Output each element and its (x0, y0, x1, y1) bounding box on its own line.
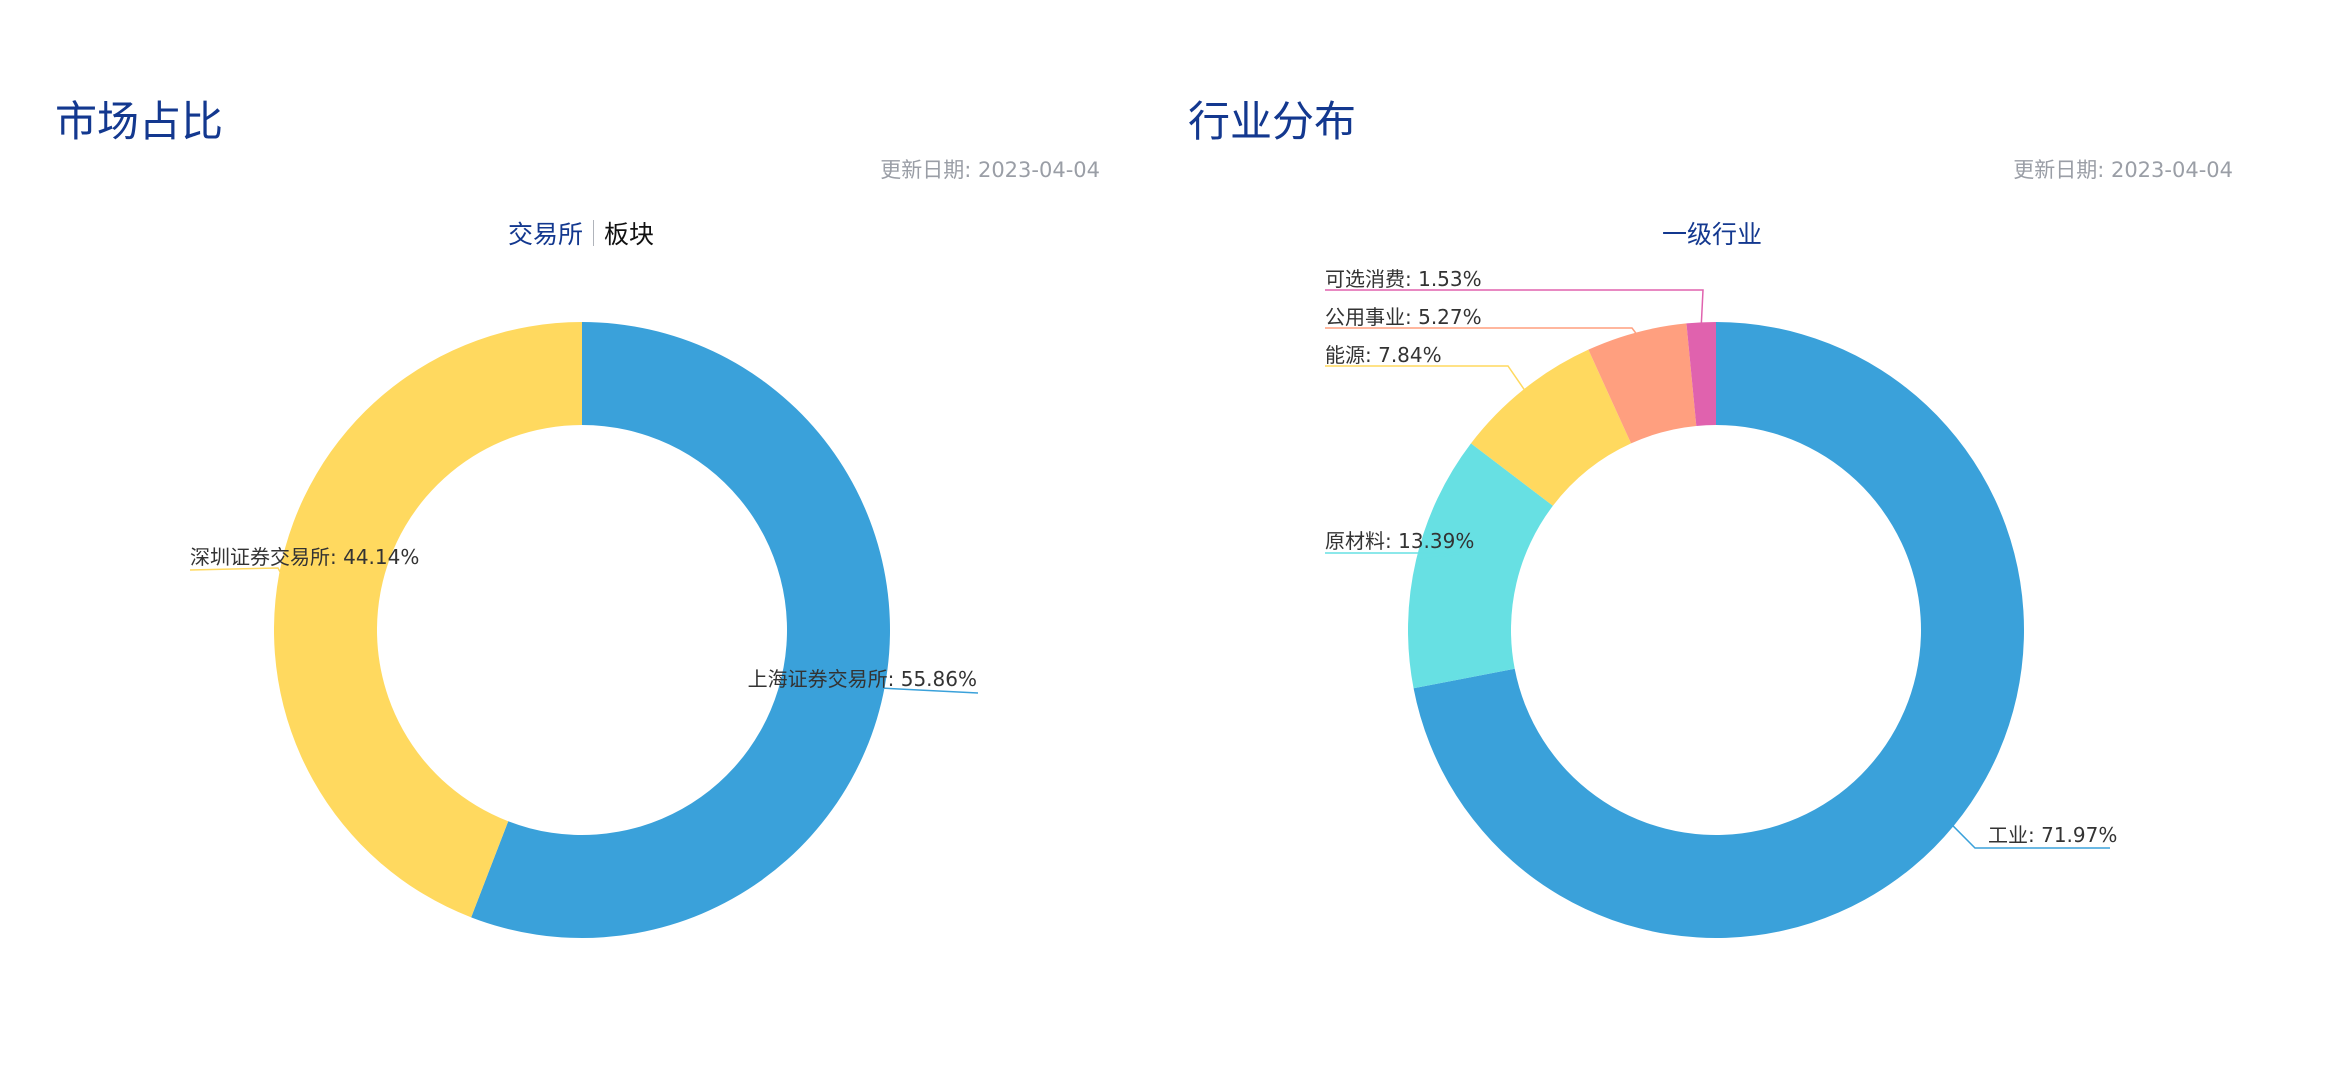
leader-line-1-2 (1325, 365, 1526, 392)
market-share-donut-chart: 上海证券交易所: 55.86% 深圳证券交易所: 44.14% (189, 322, 979, 938)
leader-line-0-1 (189, 567, 282, 575)
tab-exchange[interactable]: 交易所 (508, 220, 584, 249)
slice-label-1-4: 可选消费: 1.53% (1325, 267, 1482, 291)
market-share-tabs: 交易所 板块 (508, 216, 654, 250)
leader-line-1-0 (1951, 824, 2110, 849)
donut-slice-1-3[interactable] (1588, 323, 1697, 444)
slice-label-0-0: 上海证券交易所: 55.86% (748, 667, 977, 691)
leader-line-1-3 (1325, 327, 1638, 335)
market-share-title: 市场占比 (55, 97, 224, 146)
leader-line-0-0 (877, 685, 979, 694)
tab-divider (593, 220, 595, 246)
slice-label-0-1: 深圳证券交易所: 44.14% (190, 545, 419, 569)
slice-label-1-3: 公用事业: 5.27% (1325, 305, 1482, 329)
industry-donut-chart: 工业: 71.97% 原材料: 13.39% 能源: 7.84% 公用事业: 5.27… (1325, 267, 2117, 938)
donut-slice-0-1[interactable] (274, 322, 582, 918)
donut-slice-1-0[interactable] (1413, 322, 2024, 938)
leader-line-1-1 (1325, 552, 1461, 561)
industry-distribution-title: 行业分布 (1188, 97, 1357, 146)
industry-update-date: 更新日期: 2023-04-04 (2013, 158, 2233, 182)
slice-label-1-0: 工业: 71.97% (1988, 823, 2117, 847)
slice-label-1-2: 能源: 7.84% (1325, 343, 1442, 367)
market-share-update-date: 更新日期: 2023-04-04 (880, 158, 1100, 182)
donut-slice-1-2[interactable] (1470, 349, 1632, 506)
donut-slice-0-0[interactable] (471, 322, 891, 938)
tab-level1-industry[interactable]: 一级行业 (1662, 220, 1763, 249)
donut-slice-1-1[interactable] (1408, 443, 1553, 689)
leader-line-1-4 (1325, 289, 1704, 325)
slice-label-1-1: 原材料: 13.39% (1325, 529, 1474, 553)
donut-slice-1-4[interactable] (1686, 322, 1716, 426)
industry-tabs: 一级行业 (1662, 216, 1762, 250)
tab-sector[interactable]: 板块 (604, 220, 655, 249)
